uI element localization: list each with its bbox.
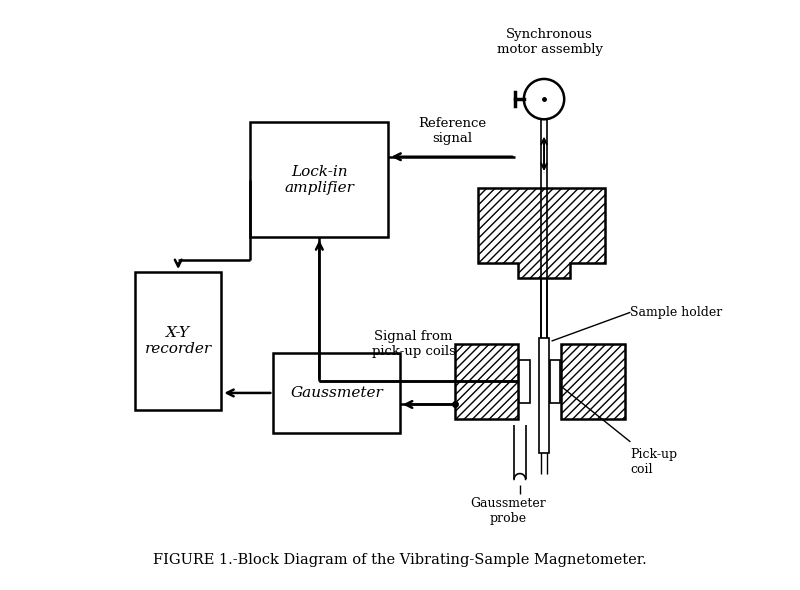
Circle shape xyxy=(524,79,564,119)
Text: Sample holder: Sample holder xyxy=(630,306,722,319)
Text: Lock-in
amplifier: Lock-in amplifier xyxy=(285,165,354,195)
Text: Synchronous
motor assembly: Synchronous motor assembly xyxy=(497,28,602,56)
Text: Gaussmeter: Gaussmeter xyxy=(290,386,383,400)
Bar xyxy=(519,360,530,403)
Text: FIGURE 1.-Block Diagram of the Vibrating-Sample Magnetometer.: FIGURE 1.-Block Diagram of the Vibrating… xyxy=(153,553,647,567)
Bar xyxy=(274,353,400,433)
Bar xyxy=(250,122,389,237)
Text: X-Y
recorder: X-Y recorder xyxy=(145,326,212,356)
Text: Pick-up
coil: Pick-up coil xyxy=(630,448,678,476)
Text: Signal from
pick-up coils: Signal from pick-up coils xyxy=(372,330,455,358)
Bar xyxy=(135,272,222,410)
Bar xyxy=(550,360,560,403)
Bar xyxy=(539,338,549,454)
Text: Gaussmeter
probe: Gaussmeter probe xyxy=(470,497,546,525)
Text: Reference
signal: Reference signal xyxy=(418,117,486,145)
